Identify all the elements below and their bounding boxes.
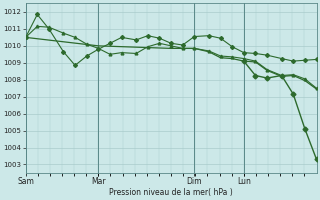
X-axis label: Pression niveau de la mer( hPa ): Pression niveau de la mer( hPa ): [109, 188, 233, 197]
